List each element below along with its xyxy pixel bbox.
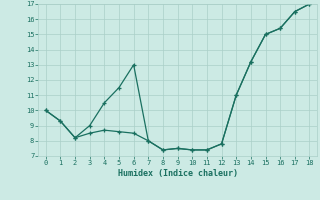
X-axis label: Humidex (Indice chaleur): Humidex (Indice chaleur) bbox=[118, 169, 238, 178]
